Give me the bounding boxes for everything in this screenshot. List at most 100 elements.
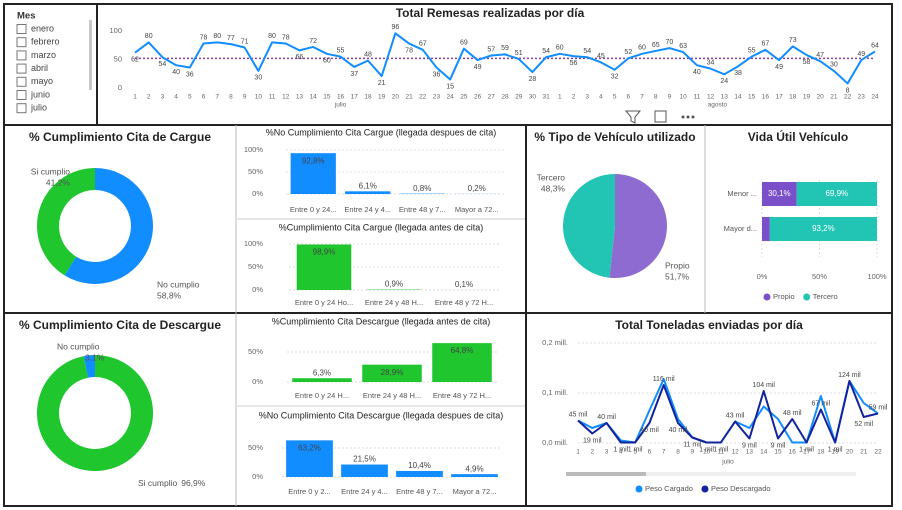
x-tick-label: 6 [202,94,206,101]
x-tick-label: 15 [323,94,331,101]
filter-icon[interactable] [624,110,642,124]
slicer-item[interactable]: enero [31,23,54,33]
visual-toolbar [624,110,695,124]
checkbox[interactable] [16,50,27,61]
slicer-item[interactable]: julio [30,103,47,113]
bar [345,191,391,194]
slicer-item[interactable]: mayo [31,76,53,86]
data-label: 66 [296,54,304,61]
data-label: 0,2% [468,184,486,193]
data-label: 72 [309,38,317,45]
more-icon[interactable] [686,115,690,119]
y-tick-label: 100% [244,145,264,154]
x-tick-label: 13 [746,449,754,456]
slicer-item[interactable]: febrero [31,37,60,47]
data-label: 24 [720,78,728,85]
checkbox[interactable] [16,90,27,100]
x-tick-label: 17 [351,94,359,101]
y-tick-label: 0% [252,472,263,481]
data-label: 9 mil [771,442,786,449]
dividers [3,3,893,507]
chart-title: % Cumplimiento Cita de Descargue [19,318,221,332]
x-tick-label: 19 [803,94,811,101]
chart-title: % Cumplimiento Cita de Cargue [29,130,211,144]
checkbox[interactable] [16,37,27,48]
data-label: 8 [846,87,850,94]
data-label: 21 [378,80,386,87]
more-icon[interactable] [681,115,685,119]
bar [396,470,443,477]
data-label: 64 [871,42,879,49]
data-label: 40 mil [640,427,659,434]
data-label: 65 [652,42,660,49]
data-label: 15 [446,83,454,90]
slicer-item[interactable]: marzo [31,50,56,60]
chart-title: Vida Útil Vehículo [748,129,848,144]
x-tick-label: 9 [668,94,672,101]
data-label: 28 [529,76,537,83]
slice-value: 48,3% [541,183,566,193]
x-tick-label: 3 [605,449,609,456]
slice-value: 96,9% [181,478,206,488]
data-label: 78 [282,34,290,41]
x-tick-label: 1 [558,94,562,101]
slice-value: 51,7% [665,271,690,281]
bar-segment [762,217,770,241]
x-tick-label: 8 [676,449,680,456]
checkbox[interactable] [16,63,27,74]
x-tick-label: 29 [515,94,523,101]
y-tick-label: 50% [248,347,263,356]
x-tick-label: 10 [703,449,711,456]
slice-name: Si cumplio [138,478,177,488]
data-label: 36 [186,71,194,78]
scrollbar-thumb[interactable] [566,472,646,476]
x-tick-label: Entre 24 y 48 H... [363,391,421,400]
more-icon[interactable] [691,115,695,119]
data-label: 92,8% [302,156,325,165]
chart-title: %No Cumplimiento Cita Cargue (llegada de… [266,127,497,137]
data-label: 59 mil [869,404,888,411]
slicer-item[interactable]: abril [31,63,48,73]
checkbox[interactable] [16,103,27,114]
focus-icon[interactable] [654,110,667,123]
data-label: 0,8% [413,184,431,193]
legend-label: Tercero [813,292,838,301]
data-label: 45 mil [569,411,588,418]
x-tick-label: 14 [310,94,318,101]
x-tick-label: 16 [762,94,770,101]
slice-value: 58,8% [157,290,182,300]
x-group-label: julio [334,102,347,109]
chart-title: %Cumplimiento Cita Cargue (llegada antes… [279,222,484,232]
x-tick-label: 16 [789,449,797,456]
y-tick-label: 0,1 mill. [542,388,568,397]
x-tick-label: 23 [858,94,866,101]
bar [341,464,388,477]
bar [362,364,422,382]
y-tick-label: 50% [248,443,263,452]
y-tick-label: 0,0 mill. [542,438,568,447]
x-tick-label: 18 [789,94,797,101]
x-tick-label: 21 [830,94,838,101]
checkbox[interactable] [16,76,27,87]
x-tick-label: 2 [147,94,151,101]
data-label: 0,9% [385,280,403,289]
slice-name: Si cumplio [31,166,70,176]
slicer-scrollbar[interactable] [89,20,92,90]
x-tick-label: 19 [378,94,386,101]
data-label: 11 mil [683,441,702,448]
data-label: 77 [227,35,235,42]
x-tick-label: 9 [690,449,694,456]
data-label: 30 [830,62,838,69]
data-label: 64,8% [451,346,474,355]
x-tick-label: 12 [707,94,715,101]
data-label: 78 [405,47,413,54]
slice-name: Tercero [537,172,566,182]
data-label: 55 [337,47,345,54]
data-label: 49 [857,51,865,58]
checkbox[interactable] [16,24,27,34]
data-label: 58 [803,59,811,66]
slicer-item[interactable]: junio [30,89,50,99]
data-label: 49 [474,64,482,71]
data-label: 34 [707,59,715,66]
x-tick-label: 5 [633,449,637,456]
